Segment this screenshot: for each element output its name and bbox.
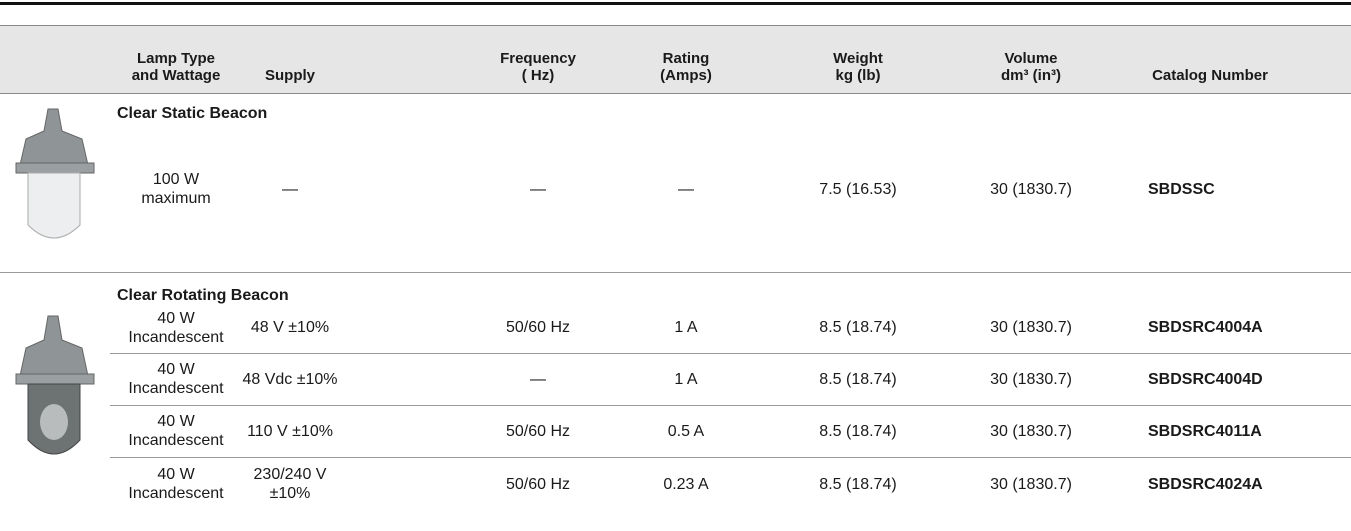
static-beacon-icon: [15, 108, 95, 239]
cell: 40 W Incandescent: [128, 413, 224, 449]
header-band: [0, 25, 1351, 94]
cell: 110 V ±10%: [247, 422, 333, 440]
column-header: Weight kg (lb): [833, 50, 883, 84]
cell: 50/60 Hz: [505, 319, 571, 336]
cell: 50/60 Hz: [505, 475, 571, 493]
cell: 1 A: [674, 370, 698, 388]
cell: 40 W Incandescent: [128, 466, 224, 502]
column-header: Supply: [264, 67, 315, 84]
catalog-number: SBDSSC: [1148, 180, 1215, 198]
column-header: Volume dm³ (in³): [1001, 50, 1061, 84]
cell: 40 W Incandescent: [128, 361, 224, 397]
group-divider: [0, 272, 1351, 273]
column-header: Frequency ( Hz): [500, 50, 576, 84]
row-divider: [110, 353, 1351, 354]
column-header: Lamp Type and Wattage: [131, 50, 221, 84]
cell: 0.23 A: [663, 475, 709, 493]
catalog-number: SBDSRC4004A: [1148, 319, 1263, 336]
cell: 30 (1830.7): [990, 180, 1072, 198]
catalog-number: SBDSRC4004D: [1148, 370, 1263, 388]
cell: —: [530, 180, 546, 198]
column-header: Catalog Number: [1152, 67, 1268, 84]
cell: 30 (1830.7): [990, 370, 1072, 388]
cell: 0.5 A: [667, 422, 705, 440]
cell: 100 W maximum: [141, 171, 211, 207]
group-title: Clear Static Beacon: [117, 105, 268, 122]
catalog-number: SBDSRC4011A: [1148, 422, 1262, 440]
cell: —: [282, 180, 298, 198]
cell: 48 Vdc ±10%: [242, 370, 338, 388]
column-header: Rating (Amps): [660, 50, 712, 84]
cell: —: [678, 180, 694, 198]
cell: 40 W Incandescent: [128, 309, 224, 346]
cell: 8.5 (18.74): [819, 319, 897, 336]
catalog-number: SBDSRC4024A: [1148, 475, 1263, 493]
cell: 1 A: [674, 319, 698, 336]
cell: —: [530, 370, 546, 388]
top-rule: [0, 2, 1351, 5]
rotating-beacon-icon: [15, 315, 95, 455]
cell: 230/240 V ±10%: [253, 466, 327, 502]
cell: 8.5 (18.74): [819, 370, 897, 388]
row-divider: [110, 405, 1351, 406]
cell: 50/60 Hz: [505, 422, 571, 440]
cell: 7.5 (16.53): [819, 180, 897, 198]
cell: 8.5 (18.74): [819, 475, 897, 493]
group-title: Clear Rotating Beacon: [117, 287, 289, 304]
cell: 30 (1830.7): [990, 422, 1072, 440]
cell: 8.5 (18.74): [819, 422, 897, 440]
cell: 30 (1830.7): [990, 475, 1072, 493]
cell: 30 (1830.7): [990, 319, 1072, 336]
cell: 48 V ±10%: [250, 319, 330, 336]
row-divider: [110, 457, 1351, 458]
